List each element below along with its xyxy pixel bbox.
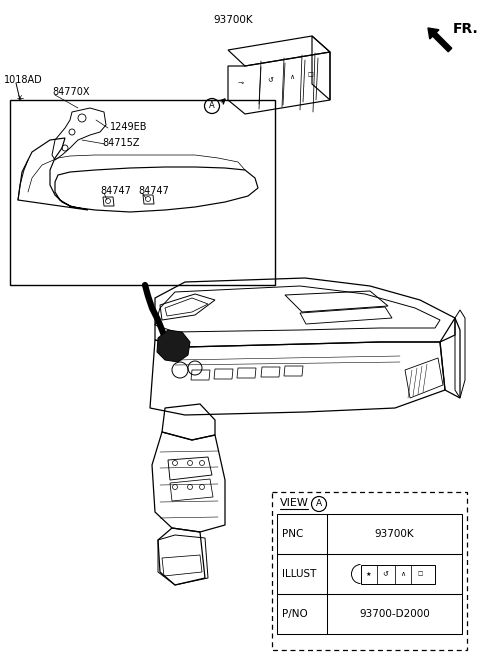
- Text: FR.: FR.: [453, 22, 479, 36]
- Text: ∧: ∧: [289, 74, 295, 80]
- Text: 93700K: 93700K: [213, 15, 252, 25]
- Text: VIEW: VIEW: [280, 498, 309, 508]
- Text: □: □: [307, 72, 313, 78]
- Text: ↺: ↺: [267, 77, 273, 83]
- Text: 84747: 84747: [138, 186, 169, 196]
- Text: 1018AD: 1018AD: [4, 75, 43, 85]
- Text: 1249EB: 1249EB: [110, 122, 147, 132]
- Text: P/NO: P/NO: [282, 609, 308, 619]
- Text: 84770X: 84770X: [52, 87, 89, 97]
- Bar: [277, 554, 462, 594]
- Text: □: □: [418, 571, 423, 577]
- Bar: [277, 514, 462, 554]
- Bar: [272, 492, 467, 650]
- Text: A: A: [316, 500, 322, 509]
- Text: ⊸: ⊸: [238, 80, 244, 86]
- Text: PNC: PNC: [282, 529, 303, 539]
- FancyArrow shape: [428, 28, 452, 52]
- Text: 84747: 84747: [100, 186, 131, 196]
- Bar: [277, 594, 462, 634]
- Text: 84715Z: 84715Z: [102, 138, 140, 148]
- Text: 93700-D2000: 93700-D2000: [359, 609, 430, 619]
- Text: A: A: [209, 101, 215, 111]
- Text: ∧: ∧: [400, 571, 405, 577]
- Text: 93700K: 93700K: [375, 529, 414, 539]
- Text: ↺: ↺: [383, 571, 388, 577]
- Bar: [10, 100, 275, 285]
- Text: ILLUST: ILLUST: [282, 569, 316, 579]
- Polygon shape: [157, 330, 190, 362]
- Text: ★: ★: [366, 571, 372, 577]
